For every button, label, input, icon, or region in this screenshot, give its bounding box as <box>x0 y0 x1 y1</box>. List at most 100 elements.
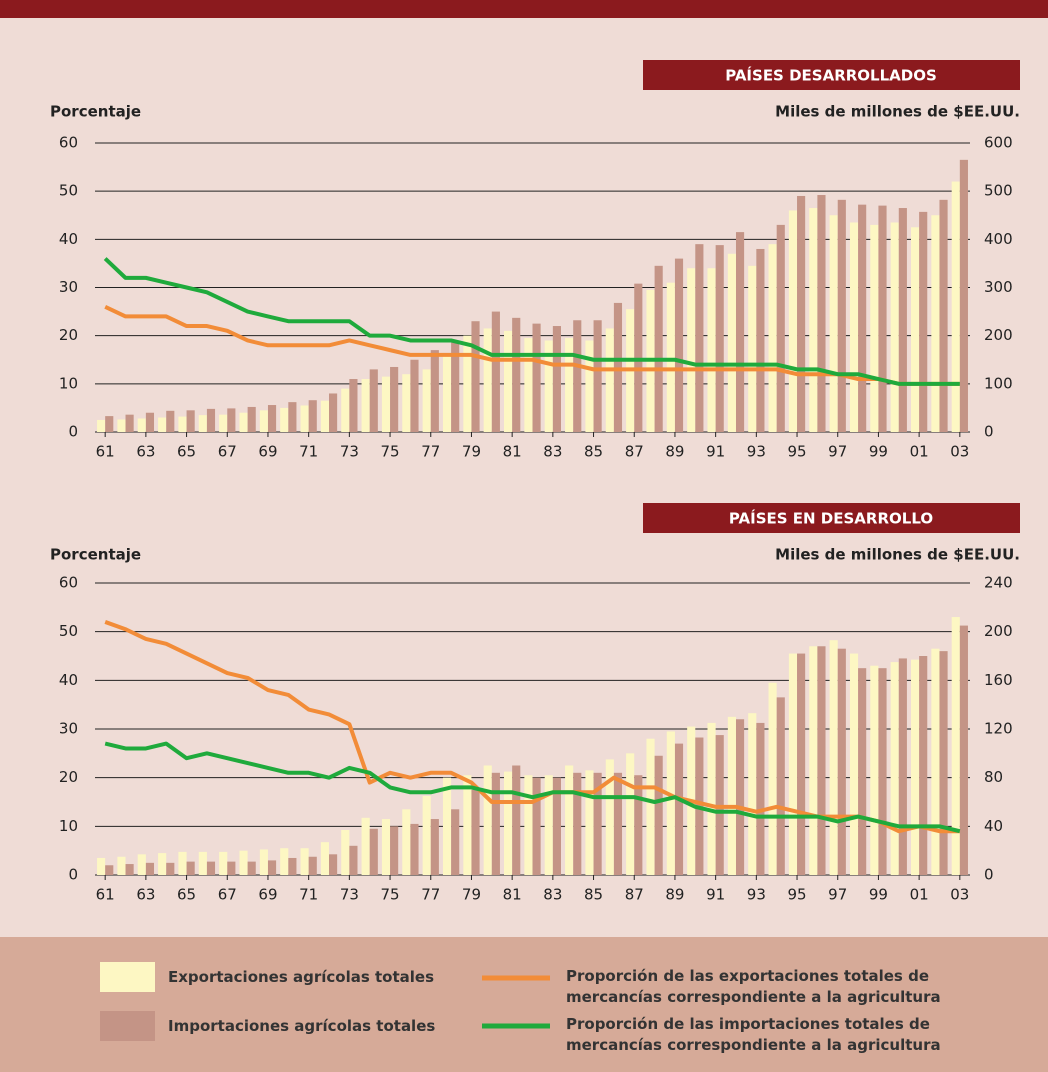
bar <box>674 743 684 875</box>
bar <box>166 410 175 432</box>
bar <box>748 265 757 432</box>
x-tick-label: 97 <box>828 443 847 461</box>
bar <box>300 848 309 875</box>
bar <box>280 848 289 875</box>
x-tick-label: 81 <box>503 443 522 461</box>
bar <box>178 416 187 432</box>
bar <box>898 658 907 875</box>
bar <box>320 842 330 875</box>
x-tick-label: 87 <box>625 443 644 461</box>
x-tick-label: 61 <box>96 443 115 461</box>
legend-label: Importaciones agrícolas totales <box>168 1017 436 1035</box>
bar <box>267 405 277 432</box>
bar <box>707 268 716 432</box>
legend-label: Proporción de las importaciones totales … <box>566 1015 941 1054</box>
y2-tick-label: 0 <box>984 423 994 441</box>
bar <box>890 222 899 432</box>
y2-tick-label: 200 <box>984 622 1013 640</box>
bar <box>239 412 248 432</box>
bar <box>532 323 541 432</box>
bar <box>919 656 928 875</box>
bar <box>288 857 297 875</box>
bar <box>158 417 167 432</box>
bar <box>788 653 798 875</box>
bar <box>341 388 350 432</box>
bar <box>910 659 920 875</box>
bar <box>654 755 663 875</box>
bar <box>430 819 439 875</box>
x-tick-label: 77 <box>421 443 440 461</box>
x-tick-label: 73 <box>340 886 359 904</box>
bar <box>573 320 582 432</box>
x-tick-label: 89 <box>665 443 684 461</box>
y2-tick-label: 0 <box>984 866 994 884</box>
x-tick-label: 67 <box>218 886 237 904</box>
bar <box>870 665 879 875</box>
legend-label: Proporción de las exportaciones totales … <box>566 967 941 1006</box>
bar <box>145 412 155 432</box>
bar <box>410 359 419 432</box>
x-tick-label: 79 <box>462 443 481 461</box>
bar <box>605 328 614 432</box>
bar <box>349 379 358 432</box>
x-tick-label: 83 <box>543 886 562 904</box>
panel-title: PAÍSES DESARROLLADOS <box>725 66 937 85</box>
y2-tick-label: 500 <box>984 182 1013 200</box>
bar <box>422 369 431 432</box>
bar <box>524 338 533 432</box>
bar <box>442 354 452 432</box>
x-tick-label: 65 <box>177 886 196 904</box>
bar <box>422 795 431 875</box>
bar <box>552 326 561 432</box>
top-band <box>0 0 1048 18</box>
bar <box>605 759 614 875</box>
x-tick-label: 85 <box>584 443 603 461</box>
bar <box>565 338 574 432</box>
bar <box>491 772 500 875</box>
bar <box>858 668 867 875</box>
x-tick-label: 97 <box>828 886 847 904</box>
x-tick-label: 77 <box>421 886 440 904</box>
x-tick-label: 03 <box>950 443 969 461</box>
bar <box>585 770 594 875</box>
bar <box>817 195 826 432</box>
bar <box>369 828 378 875</box>
x-tick-label: 65 <box>177 443 196 461</box>
bar <box>829 640 838 875</box>
bar <box>951 181 960 432</box>
bar <box>227 408 236 432</box>
bar <box>585 340 594 432</box>
bar <box>219 414 228 432</box>
legend-band <box>0 937 1048 1072</box>
x-tick-label: 95 <box>787 443 806 461</box>
bar <box>768 682 777 875</box>
y-tick-label: 10 <box>59 374 78 392</box>
panel-badge <box>643 503 1020 533</box>
bar <box>206 861 216 875</box>
bar <box>544 340 553 432</box>
x-tick-label: 69 <box>258 886 277 904</box>
y2-tick-label: 240 <box>984 574 1013 592</box>
y2-tick-label: 80 <box>984 768 1003 786</box>
bar <box>329 393 338 432</box>
bar <box>797 195 806 432</box>
y2-tick-label: 400 <box>984 230 1013 248</box>
x-tick-label: 91 <box>706 886 725 904</box>
bar <box>361 817 370 875</box>
bar <box>166 862 175 875</box>
bar <box>674 258 684 432</box>
x-tick-label: 99 <box>869 443 888 461</box>
x-tick-label: 01 <box>910 443 929 461</box>
x-tick-label: 73 <box>340 443 359 461</box>
bar <box>776 697 785 875</box>
bar <box>666 731 675 875</box>
y2-tick-label: 120 <box>984 720 1013 738</box>
bar <box>206 408 216 432</box>
bar <box>483 765 492 875</box>
x-tick-label: 63 <box>136 443 155 461</box>
bar <box>878 205 887 432</box>
bar <box>390 366 399 432</box>
bar <box>593 320 602 432</box>
bar <box>544 775 553 875</box>
